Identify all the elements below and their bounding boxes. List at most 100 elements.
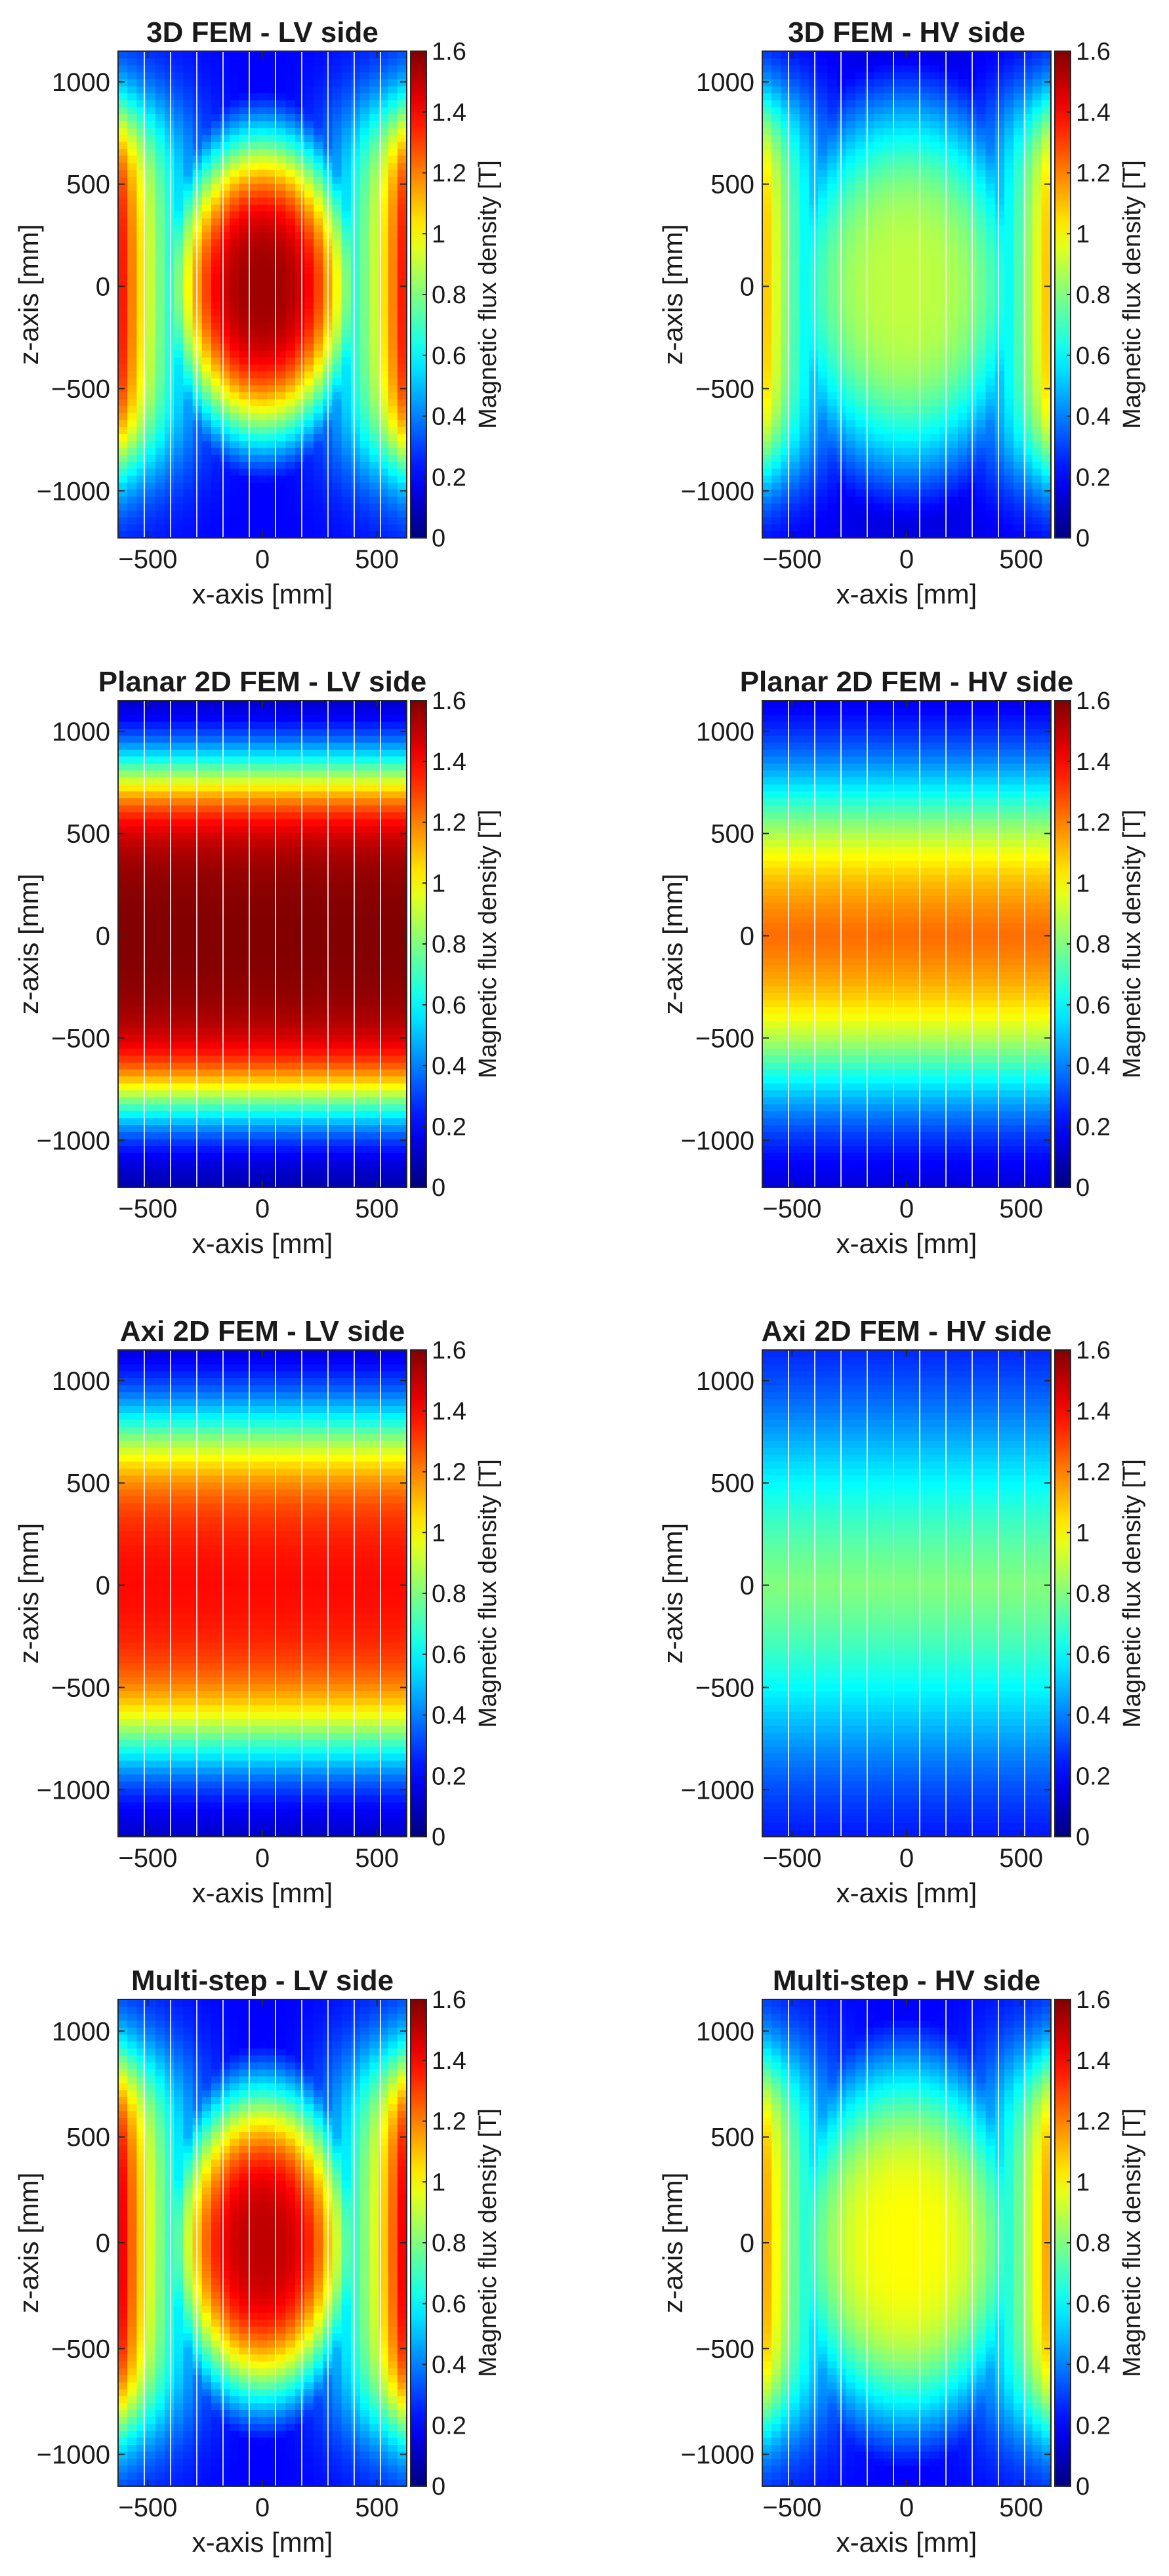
- heatmap-cell: [164, 308, 174, 316]
- heatmap-cell: [164, 958, 174, 966]
- heatmap-cell: [248, 315, 258, 323]
- heatmap-cell: [183, 434, 194, 441]
- heatmap-cell: [1004, 419, 1014, 427]
- heatmap-cell: [127, 274, 137, 281]
- heatmap-cell: [818, 86, 828, 94]
- heatmap-cell: [155, 1159, 165, 1167]
- heatmap-cell: [174, 134, 184, 142]
- heatmap-cell: [846, 419, 856, 427]
- heatmap-cell: [136, 971, 147, 979]
- heatmap-cell: [808, 434, 819, 441]
- heatmap-cell: [127, 1138, 137, 1146]
- heatmap-cell: [314, 134, 323, 142]
- heatmap-cell: [267, 454, 277, 462]
- heatmap-cell: [276, 468, 287, 476]
- heatmap-cell: [948, 523, 958, 531]
- heatmap-cell: [930, 426, 940, 434]
- heatmap-cell: [781, 434, 791, 441]
- heatmap-cell: [136, 419, 147, 427]
- heatmap-cell: [295, 211, 305, 218]
- heatmap-cell: [276, 121, 287, 129]
- heatmap-cell: [295, 308, 305, 316]
- heatmap-cell: [771, 134, 781, 142]
- heatmap-cell: [948, 225, 958, 233]
- heatmap-cell: [920, 454, 931, 462]
- heatmap-cell: [276, 517, 287, 525]
- heatmap-cell: [883, 468, 893, 476]
- heatmap-cell: [799, 211, 810, 218]
- heatmap-cell: [360, 523, 370, 531]
- heatmap-cell: [1041, 176, 1051, 184]
- heatmap-cell: [276, 113, 287, 121]
- heatmap-cell: [939, 51, 949, 59]
- heatmap-cell: [948, 162, 958, 170]
- heatmap-cell: [799, 169, 810, 177]
- heatmap-cell: [781, 384, 791, 392]
- heatmap-cell: [1023, 378, 1033, 386]
- heatmap-cell: [1041, 287, 1051, 295]
- heatmap-cell: [174, 1097, 184, 1105]
- heatmap-cell: [388, 371, 398, 378]
- heatmap-cell: [911, 121, 921, 129]
- heatmap-cell: [379, 92, 389, 100]
- heatmap-cell: [985, 301, 996, 309]
- heatmap-cell: [1041, 434, 1051, 441]
- heatmap-cell: [985, 113, 996, 121]
- heatmap-cell: [155, 92, 165, 100]
- heatmap-cell: [1014, 357, 1024, 365]
- heatmap-cell: [183, 92, 194, 100]
- heatmap-cell: [295, 343, 305, 351]
- heatmap-cell: [239, 378, 249, 386]
- heatmap-cell: [855, 454, 865, 462]
- heatmap-cell: [958, 454, 968, 462]
- heatmap-cell: [781, 308, 791, 316]
- heatmap-cell: [976, 295, 987, 302]
- heatmap-cell: [379, 503, 389, 511]
- heatmap-cell: [239, 531, 249, 538]
- heatmap-cell: [790, 329, 800, 337]
- heatmap-cell: [211, 58, 221, 66]
- heatmap-cell: [892, 58, 903, 66]
- heatmap-cell: [781, 155, 791, 163]
- heatmap-cell: [174, 1103, 184, 1111]
- heatmap-cell: [920, 197, 931, 205]
- heatmap-cell: [230, 350, 240, 358]
- heatmap-cell: [985, 65, 996, 73]
- heatmap-cell: [183, 295, 194, 302]
- heatmap-cell: [304, 489, 314, 497]
- heatmap-cell: [248, 190, 258, 198]
- heatmap-cell: [127, 148, 137, 156]
- heatmap-cell: [883, 121, 893, 129]
- heatmap-cell: [1014, 162, 1024, 170]
- heatmap-cell: [771, 197, 781, 205]
- heatmap-cell: [865, 134, 874, 142]
- heatmap-cell: [174, 881, 184, 889]
- heatmap-cell: [118, 378, 128, 386]
- heatmap-cell: [976, 100, 987, 108]
- heatmap-cell: [762, 350, 772, 358]
- y-tick-label: 0: [740, 273, 754, 302]
- heatmap-cell: [939, 343, 949, 351]
- heatmap-cell: [379, 322, 389, 330]
- heatmap-cell: [799, 482, 810, 490]
- heatmap-cell: [762, 392, 772, 399]
- heatmap-cell: [267, 106, 277, 114]
- heatmap-cell: [127, 798, 137, 806]
- heatmap-cell: [930, 253, 940, 260]
- heatmap-cell: [911, 295, 921, 302]
- heatmap-cell: [183, 496, 194, 504]
- heatmap-cell: [155, 482, 165, 490]
- heatmap-cell: [995, 440, 1005, 448]
- heatmap-cell: [976, 489, 987, 497]
- heatmap-cell: [127, 1020, 137, 1028]
- heatmap-cell: [220, 496, 230, 504]
- heatmap-cell: [257, 364, 268, 372]
- heatmap-cell: [164, 756, 174, 764]
- heatmap-cell: [127, 357, 137, 365]
- heatmap-cell: [958, 364, 968, 372]
- heatmap-cell: [976, 121, 987, 129]
- heatmap-cell: [183, 1145, 194, 1153]
- heatmap-cell: [201, 100, 212, 108]
- heatmap-cell: [276, 169, 287, 177]
- heatmap-cell: [341, 58, 352, 66]
